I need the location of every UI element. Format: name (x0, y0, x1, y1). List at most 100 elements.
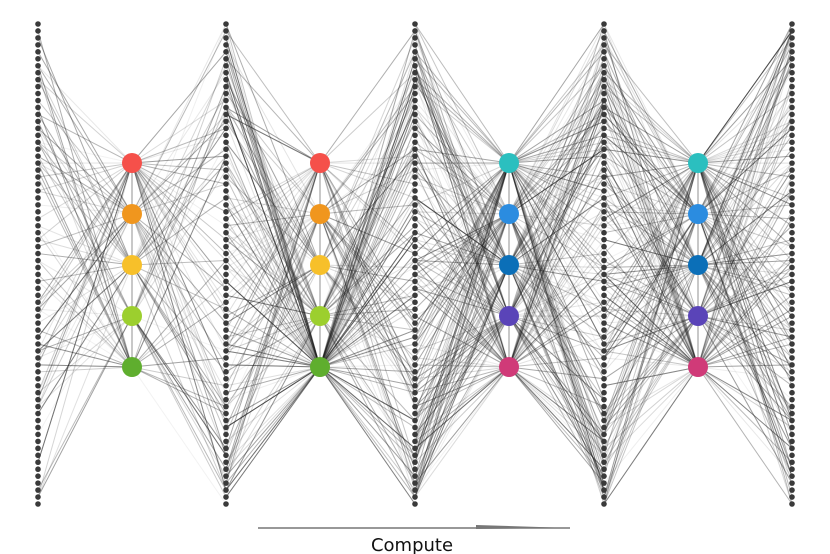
edge (414, 315, 510, 394)
edge (508, 264, 605, 282)
edge (697, 23, 793, 266)
input-dot (412, 90, 418, 97)
edge (225, 260, 321, 368)
edge (697, 308, 793, 368)
edge (603, 65, 699, 215)
edge (225, 107, 321, 368)
edge (697, 264, 793, 449)
input-dot (789, 306, 795, 313)
edge (319, 44, 416, 317)
edge (319, 155, 416, 368)
edge (414, 213, 510, 268)
input-dot (601, 369, 607, 375)
edge (225, 44, 321, 215)
edge (697, 44, 793, 368)
edge (225, 79, 321, 266)
edge (603, 264, 699, 317)
edge (603, 308, 699, 317)
edge (319, 315, 416, 352)
edge (414, 315, 510, 456)
input-dot (789, 257, 795, 264)
input-dot (412, 466, 418, 473)
edge (37, 141, 133, 215)
edge (697, 260, 793, 266)
input-dot (601, 132, 607, 139)
edge (319, 366, 416, 505)
input-dot (412, 348, 418, 354)
edge (697, 58, 793, 164)
edge (319, 366, 416, 421)
edge (414, 162, 510, 241)
edge (508, 107, 605, 368)
edge (603, 274, 699, 368)
input-dot (789, 452, 795, 459)
input-dot (35, 424, 41, 431)
input-dot (601, 382, 607, 389)
edge (508, 162, 605, 491)
input-dot (789, 83, 795, 90)
edge (319, 114, 416, 368)
edge (508, 65, 605, 215)
edge (697, 364, 793, 368)
input-dot (223, 181, 229, 187)
edge (508, 264, 605, 359)
edge (697, 107, 793, 215)
edge (508, 315, 605, 435)
input-dot (789, 250, 795, 257)
edge (508, 253, 605, 368)
edge (697, 315, 793, 484)
edge (414, 366, 510, 484)
input-dot (601, 174, 607, 180)
edge (414, 366, 510, 498)
edge (319, 51, 416, 266)
edge (508, 264, 605, 484)
edge (225, 162, 321, 247)
edge (131, 357, 227, 368)
edge (319, 308, 416, 317)
input-dot (412, 139, 418, 146)
edge (697, 218, 793, 368)
edge (697, 162, 793, 317)
edge (131, 162, 227, 379)
edge (414, 213, 510, 359)
edge (508, 301, 605, 368)
input-dot (35, 62, 41, 69)
edge (319, 162, 416, 407)
input-dot (223, 69, 229, 76)
edge (225, 37, 321, 368)
input-dot (412, 69, 418, 76)
edge (131, 93, 227, 368)
edge (697, 366, 793, 428)
edge (225, 72, 321, 317)
edge (508, 100, 605, 164)
edge (319, 366, 416, 463)
edge (697, 162, 793, 215)
edge (508, 44, 605, 317)
edge (508, 86, 605, 368)
input-dot (223, 341, 229, 347)
edge (414, 162, 510, 463)
edge (414, 44, 510, 317)
edge (319, 315, 416, 484)
input-dot (601, 445, 607, 452)
edge (697, 315, 793, 338)
edge (414, 366, 510, 491)
edge (319, 86, 416, 368)
edge (697, 260, 793, 317)
edge (319, 336, 416, 368)
edge (697, 162, 793, 345)
node (310, 306, 330, 326)
edge (225, 366, 321, 387)
edge (414, 58, 510, 215)
edge (697, 162, 793, 206)
input-dot (789, 375, 795, 382)
edge (225, 213, 321, 275)
node (310, 153, 330, 173)
edge (37, 142, 133, 317)
edge (131, 260, 227, 266)
input-dot (412, 202, 418, 208)
edge (225, 37, 321, 368)
input-dot (412, 160, 418, 166)
edge (225, 366, 321, 428)
edge (319, 58, 416, 368)
